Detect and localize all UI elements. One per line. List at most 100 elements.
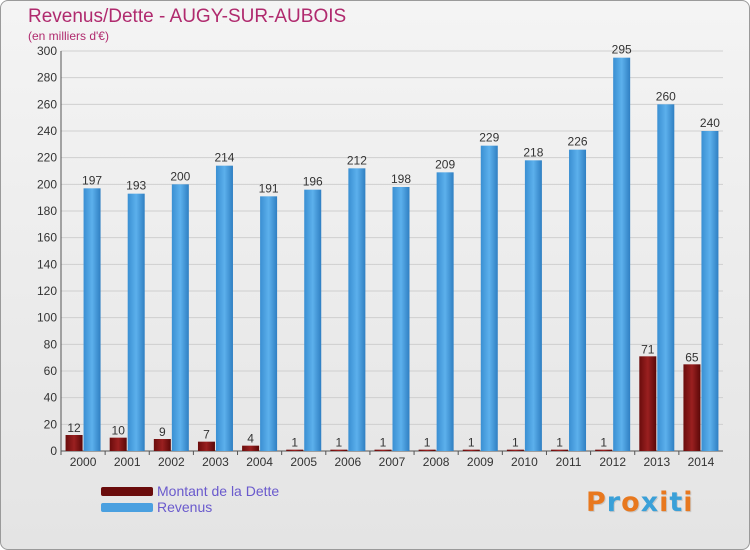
bar-debt — [462, 449, 480, 451]
chart-title: Revenus/Dette - AUGY-SUR-AUBOIS — [28, 6, 347, 27]
x-tick-label: 2013 — [643, 455, 670, 469]
bar-debt — [683, 364, 701, 451]
y-tick-label: 40 — [44, 391, 58, 405]
data-label-revenue: 200 — [170, 169, 190, 183]
bar-revenue — [569, 149, 587, 451]
y-tick-label: 20 — [44, 417, 58, 431]
data-label-debt: 1 — [468, 436, 475, 450]
y-tick-label: 0 — [50, 444, 57, 458]
y-tick-label: 100 — [37, 311, 57, 325]
bar-debt — [65, 435, 83, 451]
bar-debt — [595, 449, 613, 451]
data-label-debt: 1 — [424, 436, 431, 450]
bar-debt — [639, 356, 657, 451]
data-label-revenue: 196 — [303, 175, 323, 189]
data-label-revenue: 191 — [259, 181, 279, 195]
data-label-debt: 71 — [641, 342, 655, 356]
y-tick-label: 160 — [37, 231, 57, 245]
bar-revenue — [348, 168, 366, 452]
y-tick-label: 300 — [37, 44, 57, 58]
x-tick-label: 2007 — [379, 455, 406, 469]
x-tick-label: 2008 — [423, 455, 450, 469]
x-tick-label: 2000 — [70, 455, 97, 469]
x-tick-label: 2014 — [688, 455, 715, 469]
chart-subtitle: (en milliers d'€) — [28, 29, 109, 43]
bar-revenue — [83, 188, 101, 452]
data-label-debt: 1 — [291, 436, 298, 450]
proxiti-logo: Proxiti — [586, 487, 694, 518]
y-tick-label: 260 — [37, 97, 57, 111]
data-label-revenue: 218 — [523, 145, 543, 159]
x-tick-label: 2005 — [290, 455, 317, 469]
data-label-revenue: 295 — [612, 43, 632, 57]
y-tick-label: 200 — [37, 177, 57, 191]
bar-debt — [197, 441, 215, 451]
bar-debt — [242, 445, 260, 451]
data-label-revenue: 212 — [347, 153, 367, 167]
bar-debt — [506, 449, 524, 451]
bar-revenue — [613, 57, 631, 452]
data-label-revenue: 198 — [391, 172, 411, 186]
bar-debt — [109, 437, 127, 451]
y-tick-label: 120 — [37, 284, 57, 298]
bar-debt — [418, 449, 436, 451]
data-label-revenue: 260 — [656, 89, 676, 103]
axes: 0 20 40 60 80 100 120 140 160 180 200 220 240 260 280 3… — [37, 44, 723, 469]
legend-label-debt: Montant de la Dette — [157, 483, 280, 499]
data-label-debt: 9 — [159, 425, 166, 439]
data-label-debt: 1 — [380, 436, 387, 450]
x-tick-label: 2004 — [246, 455, 273, 469]
y-tick-label: 220 — [37, 151, 57, 165]
x-tick-label: 2003 — [202, 455, 229, 469]
bar-revenue — [127, 193, 145, 451]
data-label-revenue: 240 — [700, 116, 720, 130]
bar-revenue — [171, 184, 189, 452]
data-label-debt: 1 — [600, 436, 607, 450]
bar-debt — [374, 449, 392, 451]
bar-debt — [551, 449, 569, 451]
bar-debt — [330, 449, 348, 451]
data-label-revenue: 209 — [435, 157, 455, 171]
data-label-debt: 1 — [336, 436, 343, 450]
x-tick-label: 2002 — [158, 455, 185, 469]
data-label-debt: 65 — [685, 350, 699, 364]
bar-revenue — [436, 172, 454, 452]
data-label-revenue: 214 — [214, 151, 234, 165]
data-labels: 12 197 10 193 9 200 7 214 4 191 1 196 1 212 1 198 1 209 1 2… — [67, 43, 720, 450]
bar-debt — [153, 439, 171, 451]
bars — [65, 57, 719, 452]
data-label-debt: 1 — [556, 436, 563, 450]
bar-revenue — [701, 131, 719, 451]
x-tick-label: 2009 — [467, 455, 494, 469]
bar-revenue — [524, 160, 542, 452]
bar-revenue — [480, 145, 498, 451]
y-tick-label: 240 — [37, 124, 57, 138]
bar-debt — [286, 449, 304, 451]
data-label-debt: 12 — [67, 421, 81, 435]
data-label-revenue: 193 — [126, 179, 146, 193]
y-tick-label: 140 — [37, 257, 57, 271]
data-label-debt: 4 — [247, 432, 254, 446]
x-tick-label: 2011 — [556, 455, 582, 469]
legend-swatch-revenue — [101, 503, 153, 512]
x-tick-label: 2010 — [511, 455, 538, 469]
x-tick-label: 2001 — [114, 455, 141, 469]
data-label-debt: 1 — [512, 436, 519, 450]
data-label-revenue: 197 — [82, 173, 102, 187]
data-label-debt: 7 — [203, 428, 210, 442]
data-label-revenue: 226 — [568, 135, 588, 149]
y-tick-label: 60 — [44, 364, 58, 378]
y-tick-label: 80 — [44, 337, 58, 351]
data-label-revenue: 229 — [479, 131, 499, 145]
bar-revenue — [215, 165, 233, 451]
x-tick-label: 2012 — [599, 455, 626, 469]
y-tick-label: 180 — [37, 204, 57, 218]
y-tick-label: 280 — [37, 71, 57, 85]
bar-revenue — [260, 196, 278, 451]
bar-revenue — [304, 189, 322, 451]
grid — [61, 50, 723, 452]
legend-label-revenue: Revenus — [157, 499, 213, 515]
legend-swatch-debt — [101, 487, 153, 496]
